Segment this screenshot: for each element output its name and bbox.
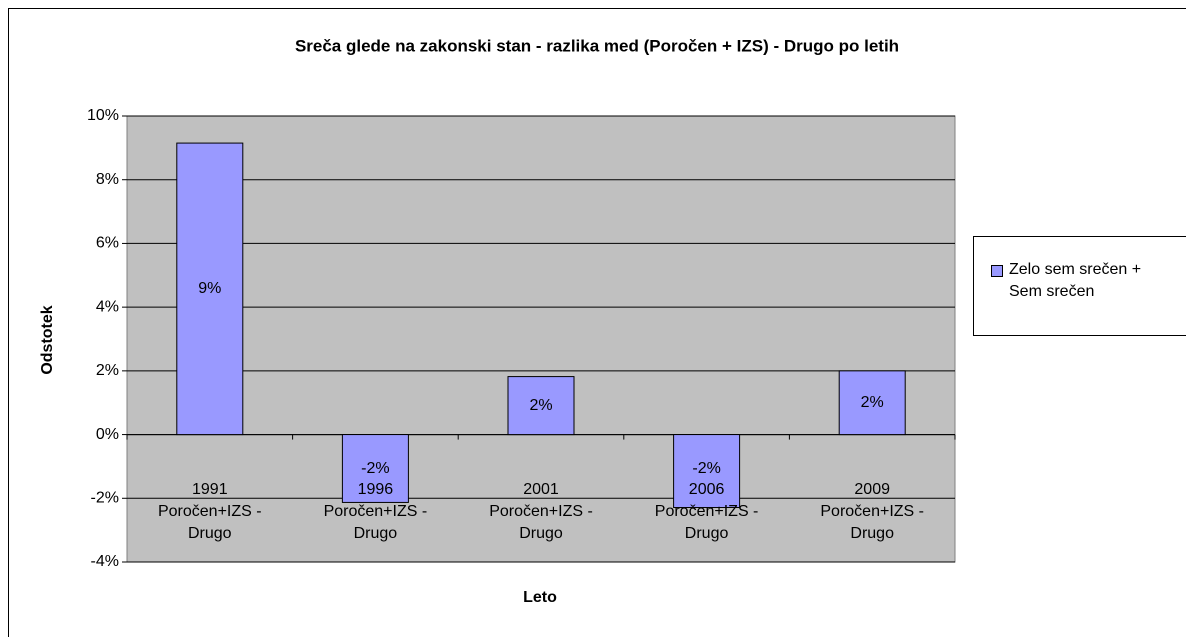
y-tick-label: 10% [87,107,119,124]
y-tick-label: 4% [96,298,119,315]
bar [507,376,575,436]
bar [838,370,906,436]
bar [673,434,741,509]
value-label: 9% [198,280,221,297]
value-label: -2% [361,460,389,477]
x-axis-label: Leto [523,589,557,606]
plot-area [126,115,956,563]
legend-swatch [991,265,1003,277]
y-tick-label: 6% [96,235,119,252]
y-tick-label: -2% [91,490,119,507]
bar [341,434,409,503]
value-label: -2% [692,460,720,477]
x-tick-label: 2006 Poročen+IZS - Drugo [654,481,759,542]
value-label: 2% [861,394,884,411]
x-tick-label: 1991 Poročen+IZS - Drugo [157,481,262,542]
y-tick-label: -4% [91,553,119,570]
x-tick-label: 1996 Poročen+IZS - Drugo [323,481,428,542]
chart-title: Sreča glede na zakonski stan - razlika m… [295,36,899,55]
y-tick-label: 0% [96,426,119,443]
x-tick-label: 2009 Poročen+IZS - Drugo [820,481,924,542]
y-tick-label: 8% [96,171,119,188]
y-axis-label: Odstotek [39,305,56,374]
legend: Zelo sem srečen + Sem srečen [973,236,1186,336]
bar [176,142,244,436]
value-label: 2% [529,397,552,414]
y-tick-label: 2% [96,362,119,379]
legend-label: Zelo sem srečen + Sem srečen [1009,261,1142,300]
x-tick-label: 2001 Poročen+IZS - Drugo [489,481,593,542]
